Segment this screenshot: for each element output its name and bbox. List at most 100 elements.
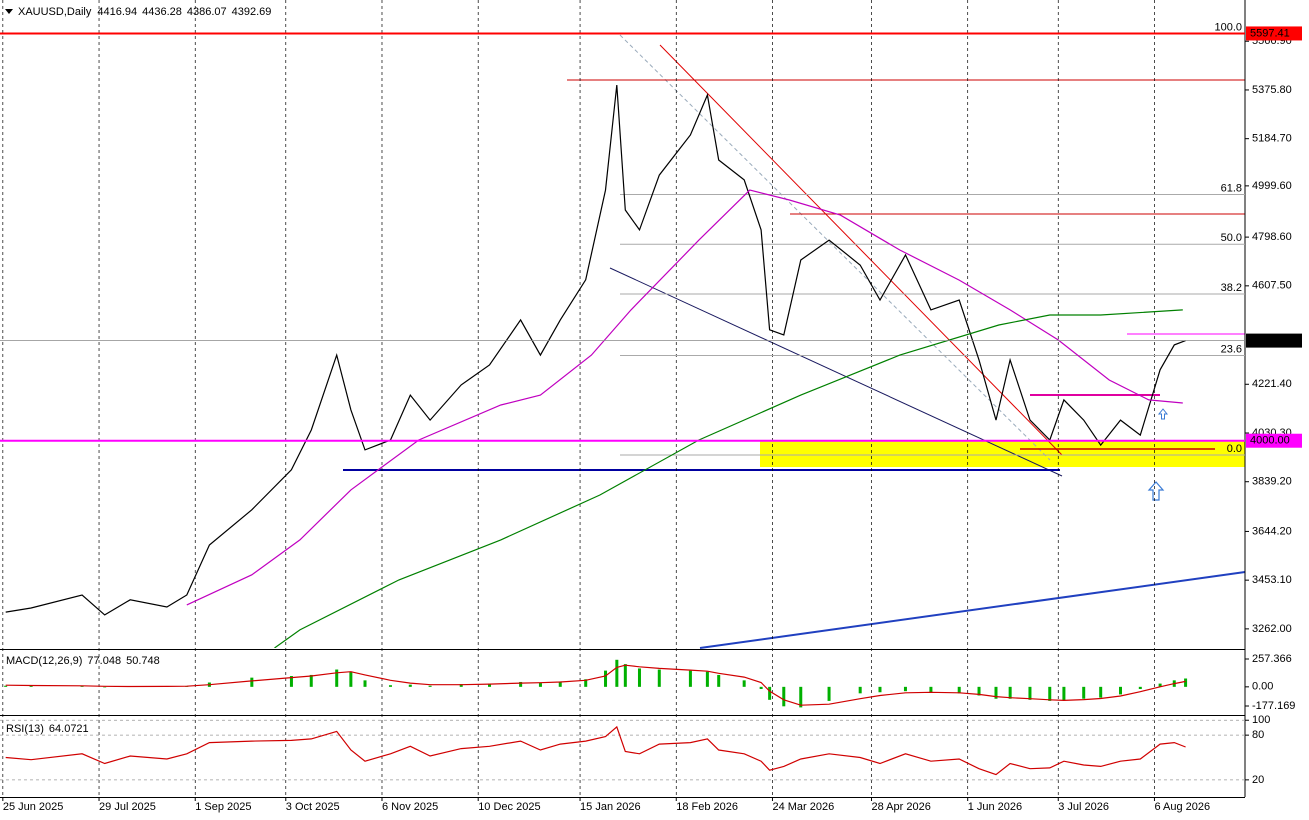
y-tick-label: 80 [1252,729,1264,741]
histogram-bar [1119,686,1122,695]
x-tick-label: 15 Jan 2026 [580,801,641,813]
series-line [5,664,1186,706]
histogram-bar [1138,686,1142,690]
y-tick-label: 100 [1252,714,1270,726]
histogram-bar [519,681,523,687]
x-tick-label: 28 Apr 2026 [872,801,931,813]
macd-signal: 50.748 [126,655,160,667]
histogram-bar [657,669,661,687]
fibo-label: 61.8 [1221,182,1242,194]
y-tick-label: 4798.60 [1252,231,1292,243]
histogram-bar [584,679,588,687]
x-tick-label: 18 Feb 2026 [676,801,738,813]
histogram-bar [388,685,392,687]
fibo-label: 50.0 [1221,232,1242,244]
y-tick-label: 3839.20 [1252,476,1292,488]
arrow-icon [1147,481,1165,501]
x-tick-label: 24 Mar 2026 [772,801,834,813]
histogram-bar [309,674,313,687]
x-tick-label: 25 Jun 2025 [3,801,64,813]
histogram-bar [957,686,961,694]
x-tick-label: 6 Aug 2026 [1154,801,1210,813]
histogram-bar [742,680,746,687]
series-line [5,85,1186,616]
low: 4386.07 [187,6,227,18]
fibo-label: 23.6 [1221,343,1242,355]
y-tick-label: 4221.40 [1252,378,1292,390]
macd-main: 77.048 [87,655,121,667]
macd-header: MACD(12,26,9) 77.048 50.748 [6,655,160,667]
close: 4392.69 [232,6,272,18]
x-tick-label: 3 Jul 2026 [1058,801,1109,813]
histogram-bar [994,686,998,699]
histogram-bar [363,680,367,687]
histogram-bar [349,671,353,687]
histogram-bar [782,686,786,707]
fibo-label: 0.0 [1227,443,1242,455]
histogram-bar [878,686,882,693]
histogram-bar [1158,683,1162,687]
y-tick-label: 4999.60 [1252,180,1292,192]
open: 4416.94 [97,6,137,18]
high: 4436.28 [142,6,182,18]
symbol: XAUUSD,Daily [18,6,92,18]
rsi-value: 64.0721 [49,723,89,735]
x-tick-label: 6 Nov 2025 [382,801,438,813]
series-line [274,309,1183,648]
histogram-bar [1062,686,1066,701]
arrow-icon [1157,408,1169,420]
histogram-bar [1099,686,1103,698]
histogram-bar [1184,678,1188,687]
histogram-bar [717,674,721,687]
histogram-bar [615,659,619,687]
level-label: 4000.00 [1250,435,1290,447]
y-tick-label: 5375.80 [1252,84,1292,96]
histogram-bar [459,684,463,687]
fibo-label: 38.2 [1221,282,1242,294]
y-tick-label: -177.169 [1252,700,1295,712]
y-tick-label: 3453.10 [1252,574,1292,586]
histogram-bar [538,683,542,687]
trendline [659,44,1063,456]
fibo-label: 100.0 [1214,21,1242,33]
histogram-bar [80,685,84,687]
level-label: 5597.41 [1250,27,1290,39]
x-tick-label: 1 Jun 2026 [968,801,1022,813]
histogram-bar [1082,686,1086,699]
rsi-title: RSI(13) [6,723,44,735]
series-line [186,189,1183,606]
histogram-bar [1048,686,1052,701]
y-tick-label: 0.00 [1252,681,1273,693]
histogram-bar [688,670,692,687]
histogram-bar [623,664,627,687]
support-zone [760,441,1245,467]
histogram-bar [929,686,933,693]
histogram-bar [408,684,412,687]
macd-title: MACD(12,26,9) [6,655,82,667]
histogram-bar [604,670,608,687]
y-tick-label: 20 [1252,774,1264,786]
histogram-bar [759,686,763,690]
series-line [5,725,1186,776]
histogram-bar [858,686,862,694]
menu-triangle[interactable] [5,9,13,14]
x-tick-label: 1 Sep 2025 [195,801,251,813]
histogram-bar [705,671,709,687]
rsi-header: RSI(13) 64.0721 [6,723,89,735]
histogram-bar [428,685,432,687]
histogram-bar [768,686,772,700]
histogram-bar [799,686,803,708]
y-tick-label: 3262.00 [1252,623,1292,635]
current-price-label: 4392.69 [1250,335,1290,347]
histogram-bar [103,686,107,688]
y-tick-label: 257.366 [1252,653,1292,665]
level-box [1246,26,1302,41]
histogram-bar [977,686,981,696]
histogram-bar [289,676,293,687]
x-tick-label: 10 Dec 2025 [478,801,540,813]
histogram-bar [558,681,562,687]
histogram-bar [250,677,254,687]
y-tick-label: 4607.50 [1252,280,1292,292]
y-tick-label: 5184.70 [1252,133,1292,145]
fibo-baseline [619,34,1051,461]
